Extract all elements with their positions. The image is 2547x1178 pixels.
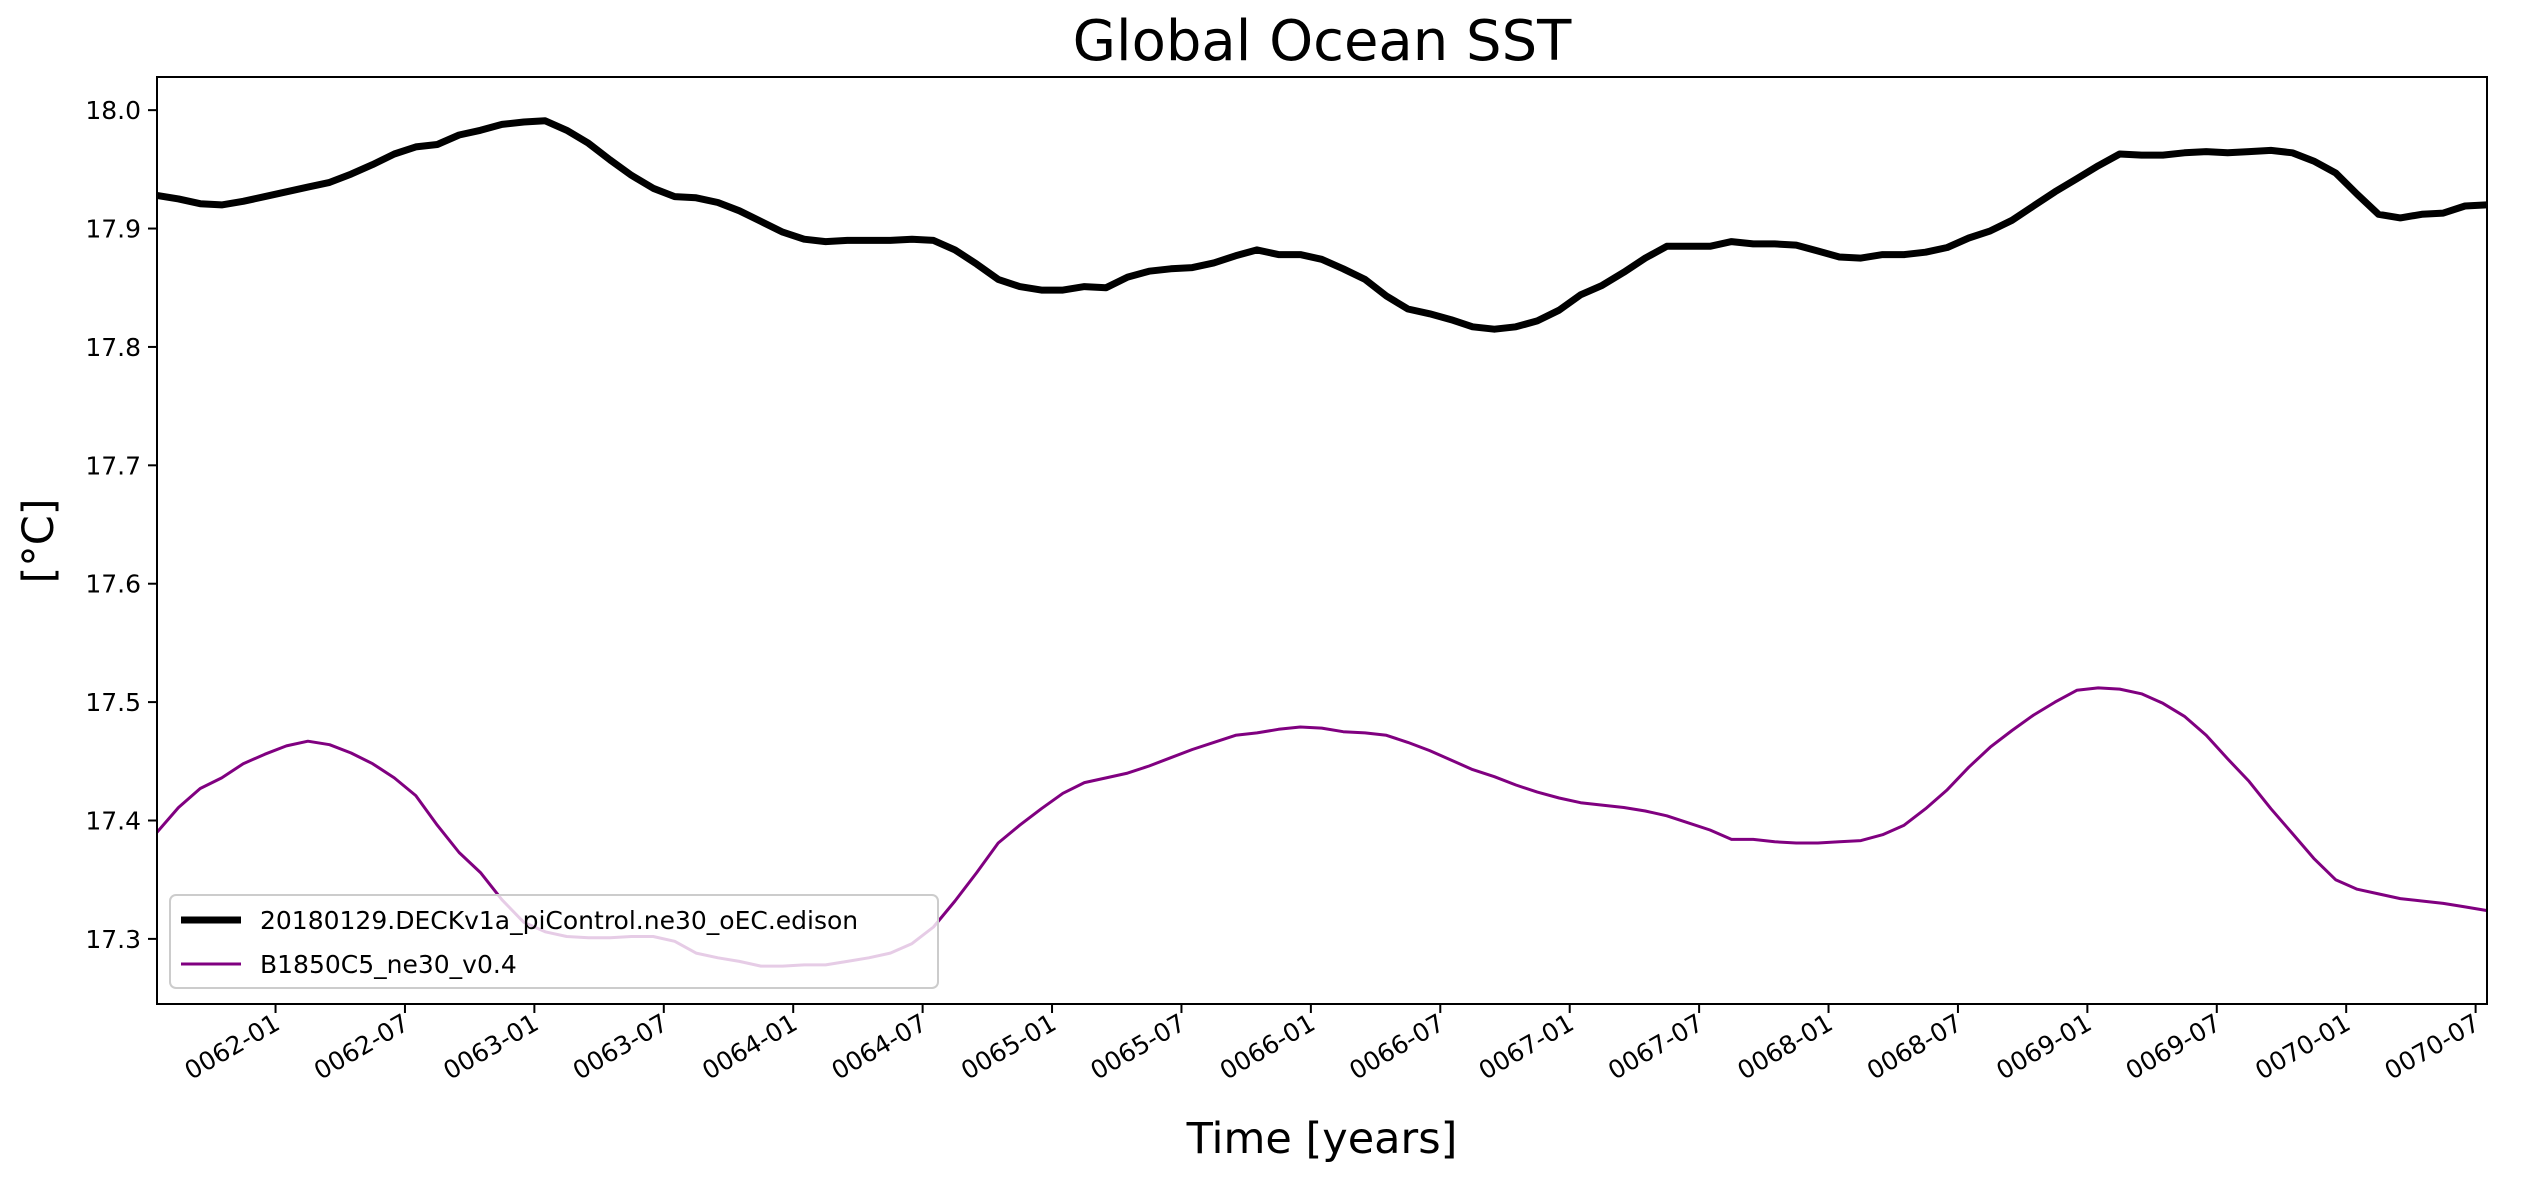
y-axis-ticks: 17.3 17.4 17.5 17.6 17.7 17.8 17.9 18.0 — [85, 96, 157, 954]
x-axis-label: Time [years] — [1186, 1114, 1458, 1164]
legend-label-B1850C5: B1850C5_ne30_v0.4 — [260, 950, 517, 979]
y-tick-label: 17.7 — [85, 451, 141, 480]
y-tick-label: 17.3 — [85, 925, 141, 954]
series-line-0 — [157, 117, 2487, 333]
y-axis-label: [°C] — [14, 498, 64, 583]
y-tick-label: 18.0 — [85, 96, 141, 125]
y-tick-label: 17.5 — [85, 688, 141, 717]
chart-title: Global Ocean SST — [1073, 9, 1572, 74]
y-tick-label: 17.6 — [85, 570, 141, 599]
y-tick-label: 17.4 — [85, 806, 141, 835]
legend-label-piControl: 20180129.DECKv1a_piControl.ne30_oEC.edis… — [260, 906, 858, 935]
plot-area-frame — [156, 76, 2488, 1005]
y-tick-label: 17.8 — [85, 333, 141, 362]
legend-box — [169, 894, 939, 989]
legend: 20180129.DECKv1a_piControl.ne30_oEC.edis… — [169, 894, 939, 989]
y-tick-label: 17.9 — [85, 215, 141, 244]
